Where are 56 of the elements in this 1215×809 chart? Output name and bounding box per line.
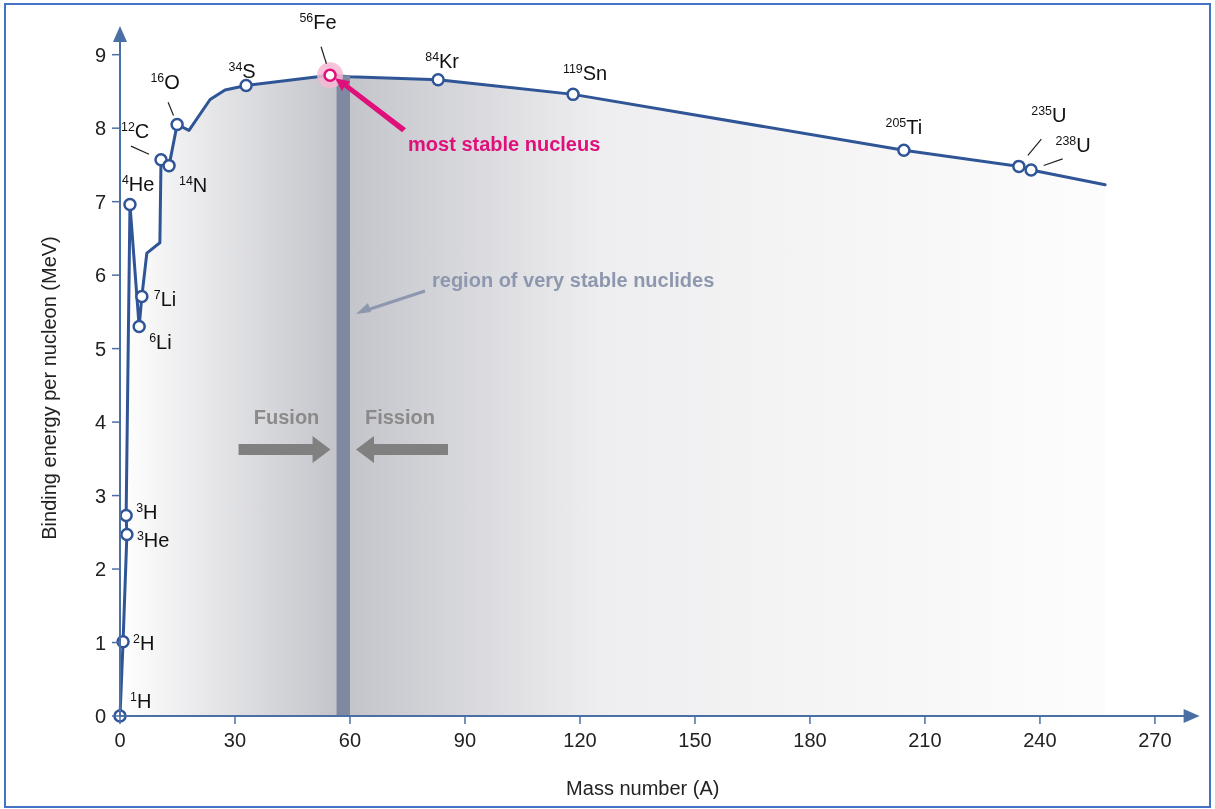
annotation: $^{1}$H <box>130 690 152 712</box>
point <box>162 158 176 173</box>
annotation: $^{84}$Kr <box>425 49 460 72</box>
point <box>239 78 253 93</box>
point <box>1012 159 1026 174</box>
x-tick-label: 0 <box>114 729 126 751</box>
y-tick-label: 7 <box>94 190 106 213</box>
x-tick-label: 270 <box>1138 729 1172 751</box>
x-tick-label: 90 <box>453 729 477 751</box>
annotation: $^{3}$H <box>136 501 158 524</box>
point <box>123 197 137 212</box>
point <box>170 117 184 132</box>
annotation: Fission <box>364 406 435 428</box>
annotation: $^{235}$U <box>1031 104 1067 127</box>
annotation: $^{16}$O <box>150 70 180 93</box>
x-tick-label: 150 <box>678 729 712 751</box>
annotation: $^{12}$C <box>121 119 150 142</box>
x-tick-label: 60 <box>338 729 362 751</box>
x-tick-label: 30 <box>223 729 247 751</box>
y-tick-label: 1 <box>94 631 106 654</box>
annotation: $^{2}$H <box>133 631 155 654</box>
annotation: $^{238}$U <box>1055 134 1091 157</box>
x-tick-label: 240 <box>1023 729 1057 751</box>
y-tick-label: 2 <box>94 558 106 581</box>
y-axis-title: Binding energy per nucleon (MeV) <box>38 236 60 540</box>
point <box>135 289 149 304</box>
x-axis-title: Mass number (A) <box>566 777 720 799</box>
annotation: $^{119}$Sn <box>562 62 608 85</box>
annotation: $^{3}$He <box>136 528 170 551</box>
y-tick-label: 5 <box>94 337 106 360</box>
annotation: $^{56}$Fe <box>299 11 337 34</box>
annotation: $^{34}$S <box>228 59 256 82</box>
y-tick-label: 4 <box>94 411 106 434</box>
annotation: $^{6}$Li <box>149 330 172 353</box>
band-label: region of very stable nuclides <box>431 269 715 291</box>
y-tick-label: 3 <box>94 484 106 507</box>
y-tick-label: 6 <box>94 264 106 287</box>
point <box>119 508 133 523</box>
x-tick-label: 180 <box>793 729 827 751</box>
annotation: $^{4}$He <box>121 172 155 195</box>
annotation: Fusion <box>253 406 320 428</box>
annotation: $^{7}$Li <box>153 288 177 311</box>
point <box>566 87 580 102</box>
y-tick-label: 8 <box>94 117 106 140</box>
annotation: most stable nucleus <box>408 133 601 156</box>
point <box>431 72 445 87</box>
point <box>120 527 134 542</box>
y-tick-label: 0 <box>94 705 106 727</box>
y-tick-label: 9 <box>94 43 106 66</box>
annotation: $^{14}$N <box>179 173 208 196</box>
x-tick-label: 120 <box>563 729 597 751</box>
point <box>897 143 911 157</box>
point <box>1024 163 1038 177</box>
point <box>132 319 146 334</box>
x-tick-label: 210 <box>908 729 942 751</box>
annotation: $^{205}$Ti <box>885 116 923 139</box>
